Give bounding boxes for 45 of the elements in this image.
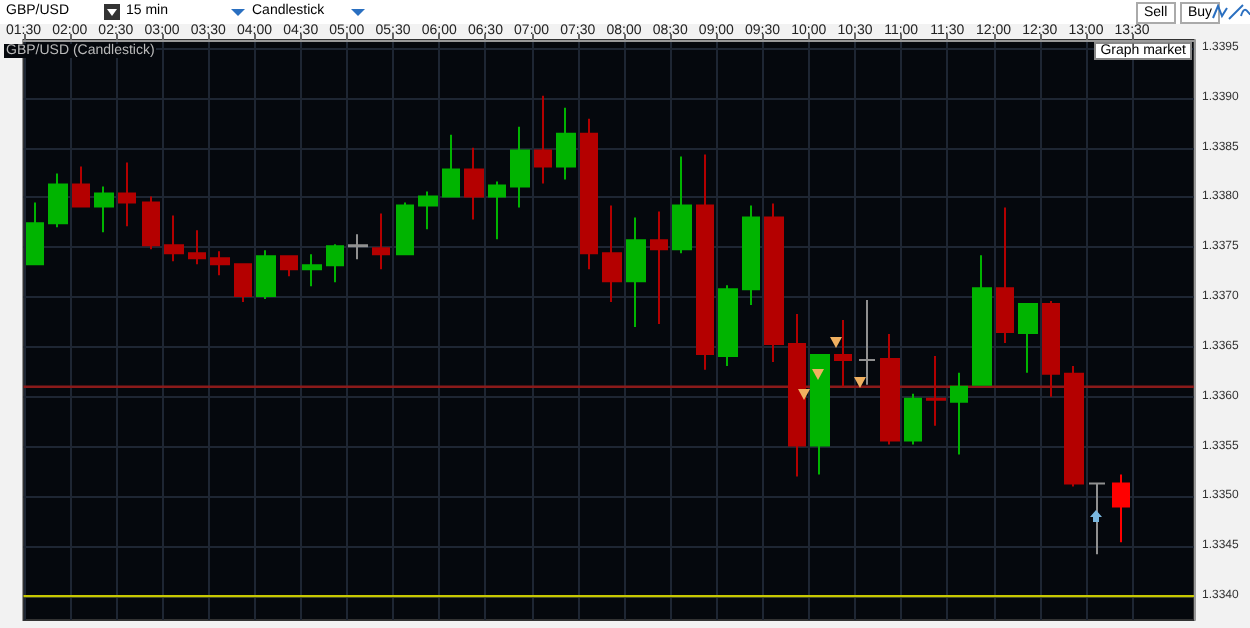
candlestick: [1018, 302, 1038, 374]
candlestick: [1064, 364, 1084, 488]
candlestick: [904, 392, 922, 446]
candlestick: [464, 146, 484, 221]
candlestick: [880, 332, 900, 446]
candlestick: [164, 214, 184, 263]
candlestick: [1112, 473, 1130, 544]
candlestick: [488, 180, 506, 241]
candlestick: [1042, 300, 1060, 398]
candlestick: [810, 352, 830, 476]
candlestick: [972, 254, 992, 386]
candlestick: [718, 284, 738, 367]
candlestick: [256, 249, 276, 301]
candlestick: [372, 212, 390, 271]
candlestick: [950, 371, 968, 456]
candlestick: [556, 106, 576, 181]
candlestick: [234, 263, 252, 304]
candlestick: [650, 210, 668, 326]
candlestick: [348, 233, 368, 261]
candlestick: [926, 354, 946, 427]
candlestick: [48, 172, 68, 229]
candlestick: [580, 117, 598, 271]
candlestick: [26, 201, 44, 266]
candlestick: [326, 243, 344, 284]
candlestick: [72, 165, 90, 208]
candlestick: [672, 155, 692, 255]
candlestick: [534, 94, 552, 185]
candlestick: [1088, 481, 1106, 556]
candlestick: [210, 250, 230, 277]
candlestick: [996, 206, 1014, 344]
candlestick: [696, 153, 714, 371]
candlestick: [302, 253, 322, 288]
candlestick: [602, 204, 622, 304]
candlestick: [510, 125, 530, 209]
candlestick: [418, 190, 438, 231]
candlestick: [188, 229, 206, 266]
candlestick: [280, 255, 298, 278]
candlestick: [764, 202, 784, 363]
candlestick: [142, 195, 160, 251]
candlestick: [396, 201, 414, 256]
candlestick: [94, 185, 114, 234]
candlestick: [118, 161, 136, 228]
candlestick: [442, 133, 460, 198]
candlestick: [626, 216, 646, 329]
candlestick: [742, 204, 760, 307]
